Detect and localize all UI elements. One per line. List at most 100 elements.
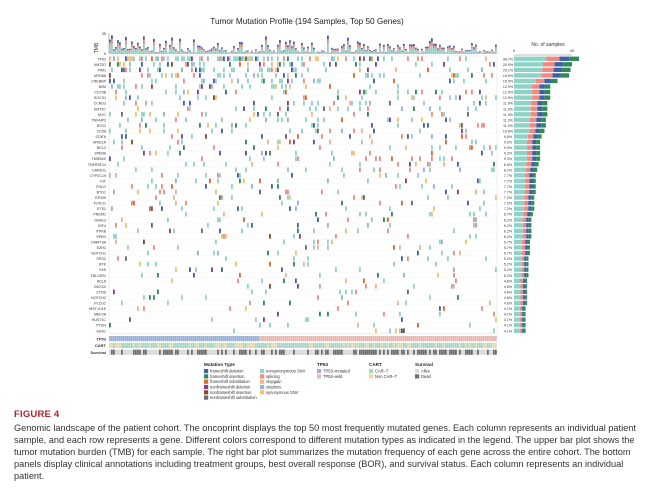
mutation-cell [301,56,303,62]
annotation-cell [403,349,405,355]
mutation-cell [177,245,179,250]
mutation-cell [133,200,135,206]
annotation-cell [395,349,397,355]
annotation-cell [425,349,427,355]
mutation-cell [225,234,227,239]
mutation-cell [305,317,307,322]
mutation-cell [429,167,431,173]
tmb-bar-segment [397,44,399,47]
mutation-cell [223,234,225,239]
tmb-bar-segment [421,51,423,54]
tmb-bar-segment [455,52,457,54]
annotation-cell [195,349,197,355]
annotation-cell [143,342,145,348]
annotation-cell [397,336,399,342]
tmb-bar-segment [167,53,169,54]
annotation-cell [403,342,405,348]
mutation-cell [449,67,451,73]
annotation-cell [351,342,353,348]
legend-label: stoploss [266,385,281,390]
legend-title: CART [369,362,382,367]
annotation-cell [411,349,413,355]
mutation-cell [363,56,365,62]
annotation-cell [169,349,171,355]
tmb-bar-segment [129,51,131,54]
tmb-bar-segment [137,42,139,45]
mutation-cell [367,178,369,184]
annotation-cell [303,342,305,348]
mutation-cell [337,56,339,62]
mutation-cell [115,223,117,228]
mutation-cell [471,73,473,78]
tmb-bar-segment [461,49,463,52]
tmb-bar-segment [175,50,177,52]
annotation-cell [249,336,251,342]
mutation-cell [465,56,467,62]
annotation-cell [221,336,223,342]
tmb-bar-segment [313,47,315,49]
tmb-bar-segment [375,49,377,51]
annotation-cell [133,342,135,348]
annotation-cell [241,349,243,355]
mutation-cell [383,73,385,78]
annotation-cell [281,336,283,342]
annotation-cell [287,336,289,342]
mutation-cell [291,173,293,178]
frequency-bar-segment [537,134,542,139]
tmb-bar-segment [483,50,485,52]
mutation-cell [245,56,247,62]
mutation-cell [155,150,157,156]
mutation-cell [483,200,485,206]
mutation-cell [159,62,161,67]
tmb-bar-segment [157,53,159,54]
mutation-cell [185,161,187,167]
annotation-cell [205,349,207,355]
tmb-bar-segment [275,53,277,54]
gene-label: KMT2C [94,107,107,111]
annotation-cell [341,336,343,342]
mutation-cell [141,117,143,123]
annotation-cell [163,342,165,348]
mutation-cell [185,117,187,123]
mutation-cell [315,211,317,217]
annotation-cell [309,336,311,342]
mutation-cell [317,123,319,128]
frequency-bar-segment [525,295,528,300]
annotation-cell [387,336,389,342]
mutation-cell [135,167,137,173]
annotation-cell [479,336,481,342]
tmb-bar-segment [283,51,285,54]
annotation-cell [313,342,315,348]
tmb-bar-segment [323,52,325,54]
annotation-cell [179,342,181,348]
tmb-bar-segment [373,49,375,51]
mutation-cell [457,161,459,167]
annotation-cell [277,336,279,342]
frequency-bar-segment [532,178,536,184]
mutation-cell [293,256,295,261]
annotation-cell [319,342,321,348]
mutation-cell [401,256,403,261]
tmb-bar-segment [345,52,347,54]
mutation-cell [275,73,277,78]
annotation-cell [313,349,315,355]
tmb-bar-segment [295,49,297,51]
mutation-cell [197,89,199,95]
annotation-cell [459,342,461,348]
annotation-cell [479,342,481,348]
frequency-bar-segment [521,273,525,278]
mutation-cell [357,322,359,328]
annotation-cell [189,349,191,355]
tmb-bar-segment [469,51,471,54]
frequency-bar-segment [532,95,540,100]
annotation-cell [213,349,215,355]
annotation-cell [109,336,111,342]
mutation-cell [231,195,233,200]
mutation-cell [247,78,249,84]
frequency-bar-segment [525,167,531,172]
tmb-bar-segment [119,44,121,48]
tmb-bar-segment [111,39,113,44]
mutation-cell [251,56,253,62]
tmb-bar-segment [393,48,395,50]
annotation-cell [339,342,341,348]
